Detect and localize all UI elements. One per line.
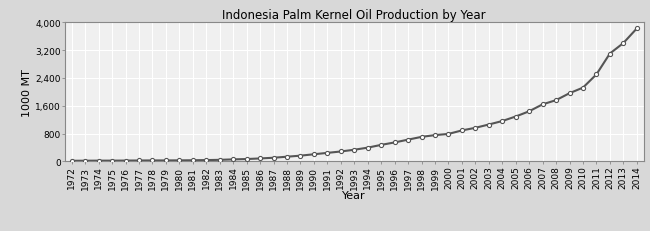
Y-axis label: 1000 MT: 1000 MT [22,69,32,116]
X-axis label: Year: Year [343,190,366,200]
Title: Indonesia Palm Kernel Oil Production by Year: Indonesia Palm Kernel Oil Production by … [222,9,486,22]
